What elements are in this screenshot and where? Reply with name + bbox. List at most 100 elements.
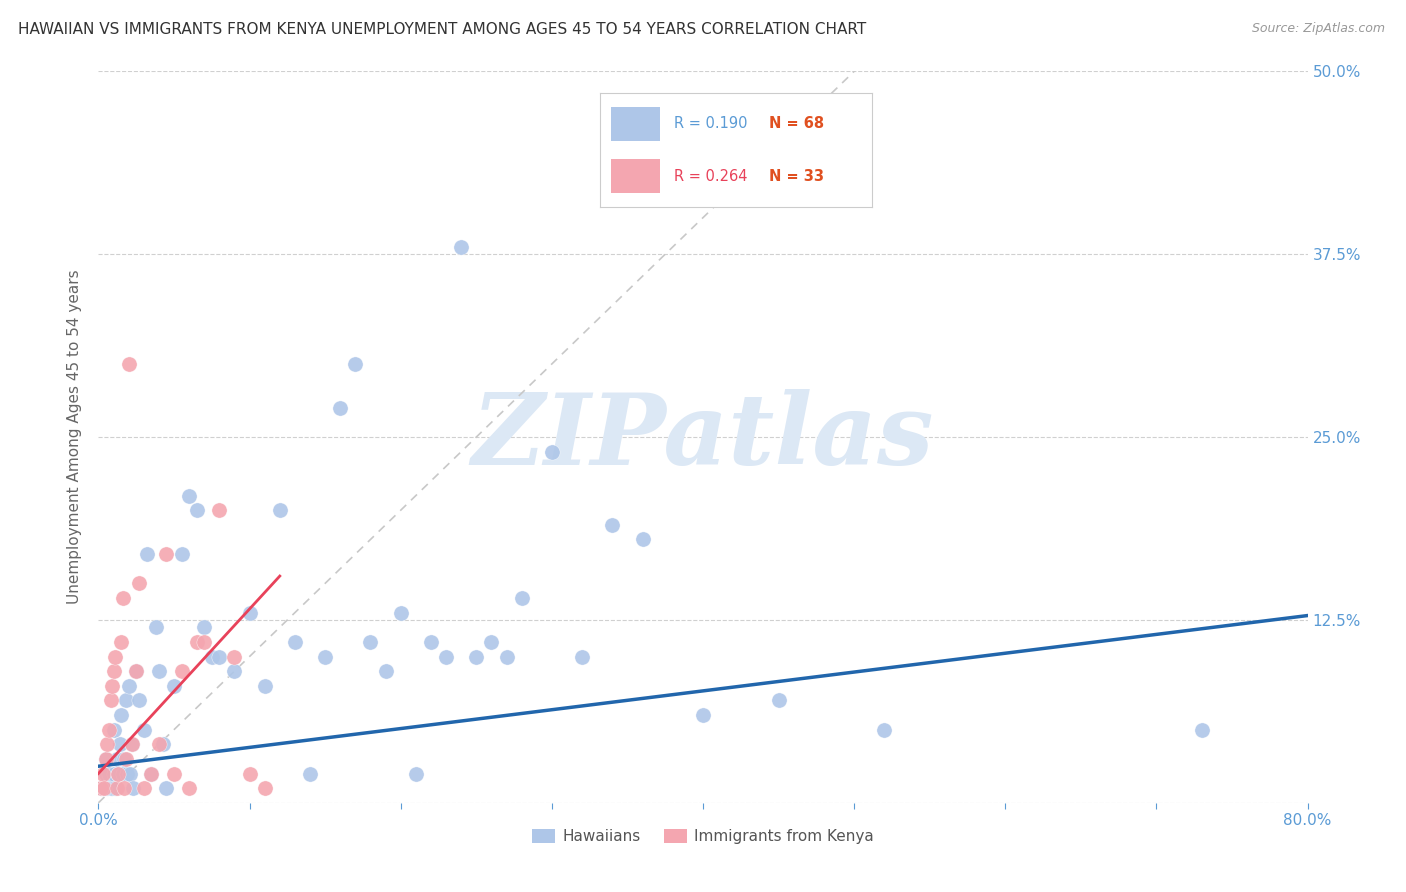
Point (389, 606, 412, 620)
Point (1191, 723, 1213, 737)
Point (104, 781, 127, 796)
Point (224, 664, 246, 678)
Legend: Hawaiians, Immigrants from Kenya: Hawaiians, Immigrants from Kenya (526, 822, 880, 850)
Point (284, 635, 307, 649)
Point (132, 781, 155, 796)
Point (107, 766, 129, 780)
Point (112, 752, 135, 766)
Point (132, 723, 155, 737)
Point (186, 635, 208, 649)
Text: ZIPatlas: ZIPatlas (472, 389, 934, 485)
Point (104, 649, 127, 664)
Point (155, 781, 177, 796)
Point (768, 693, 790, 707)
Point (100, 693, 122, 707)
Point (186, 503, 208, 517)
Point (253, 781, 276, 796)
Point (100, 781, 122, 796)
Y-axis label: Unemployment Among Ages 45 to 54 years: Unemployment Among Ages 45 to 54 years (67, 269, 83, 605)
Point (170, 547, 193, 561)
Point (360, 635, 382, 649)
Point (101, 679, 124, 693)
Point (111, 591, 134, 605)
Point (269, 503, 291, 517)
Point (329, 401, 352, 415)
Point (114, 752, 136, 766)
Point (125, 664, 148, 678)
Point (108, 737, 131, 751)
Point (141, 766, 163, 780)
Text: Source: ZipAtlas.com: Source: ZipAtlas.com (1251, 22, 1385, 36)
Point (201, 649, 224, 664)
Point (94, 752, 117, 766)
Point (179, 489, 201, 503)
Point (434, 649, 457, 664)
Point (314, 649, 336, 664)
Point (253, 679, 276, 693)
Point (602, 517, 624, 532)
Point (420, 635, 443, 649)
Point (118, 357, 141, 371)
Point (110, 708, 132, 723)
Point (125, 664, 148, 678)
Point (128, 576, 150, 591)
Text: HAWAIIAN VS IMMIGRANTS FROM KENYA UNEMPLOYMENT AMONG AGES 45 TO 54 YEARS CORRELA: HAWAIIAN VS IMMIGRANTS FROM KENYA UNEMPL… (18, 22, 866, 37)
Point (163, 679, 186, 693)
Point (540, 444, 562, 458)
Point (374, 664, 396, 678)
Point (571, 649, 593, 664)
Point (692, 708, 714, 723)
Point (450, 240, 472, 254)
Point (93, 781, 115, 796)
Point (90, 781, 112, 796)
Point (239, 766, 262, 780)
Point (105, 781, 128, 796)
Point (101, 781, 124, 796)
Point (98, 766, 121, 780)
Point (111, 766, 134, 780)
Point (114, 693, 136, 707)
Point (121, 737, 143, 751)
Point (155, 547, 177, 561)
Point (510, 591, 533, 605)
Point (105, 752, 128, 766)
Point (299, 766, 322, 780)
Point (128, 693, 150, 707)
Point (208, 649, 231, 664)
Point (148, 737, 170, 751)
Point (148, 664, 170, 678)
Point (118, 679, 141, 693)
Point (90, 781, 112, 796)
Point (239, 606, 262, 620)
Point (94, 752, 117, 766)
Point (122, 781, 145, 796)
Point (112, 781, 135, 796)
Point (481, 635, 503, 649)
Point (96, 737, 118, 751)
Point (121, 737, 143, 751)
Point (103, 766, 125, 780)
Point (224, 649, 246, 664)
Point (145, 620, 167, 634)
Point (115, 766, 138, 780)
Point (208, 503, 231, 517)
Point (110, 635, 132, 649)
Point (96, 781, 118, 796)
Point (120, 766, 142, 780)
Point (170, 664, 193, 678)
Point (141, 766, 163, 780)
Point (344, 357, 367, 371)
Point (103, 664, 125, 678)
Point (93, 781, 115, 796)
Point (179, 781, 201, 796)
Point (631, 533, 654, 547)
Point (107, 766, 129, 780)
Point (152, 737, 174, 751)
Point (405, 766, 427, 780)
Point (94, 766, 117, 780)
Point (103, 723, 125, 737)
Point (465, 649, 488, 664)
Point (98, 723, 121, 737)
Point (193, 635, 215, 649)
Point (91, 766, 114, 780)
